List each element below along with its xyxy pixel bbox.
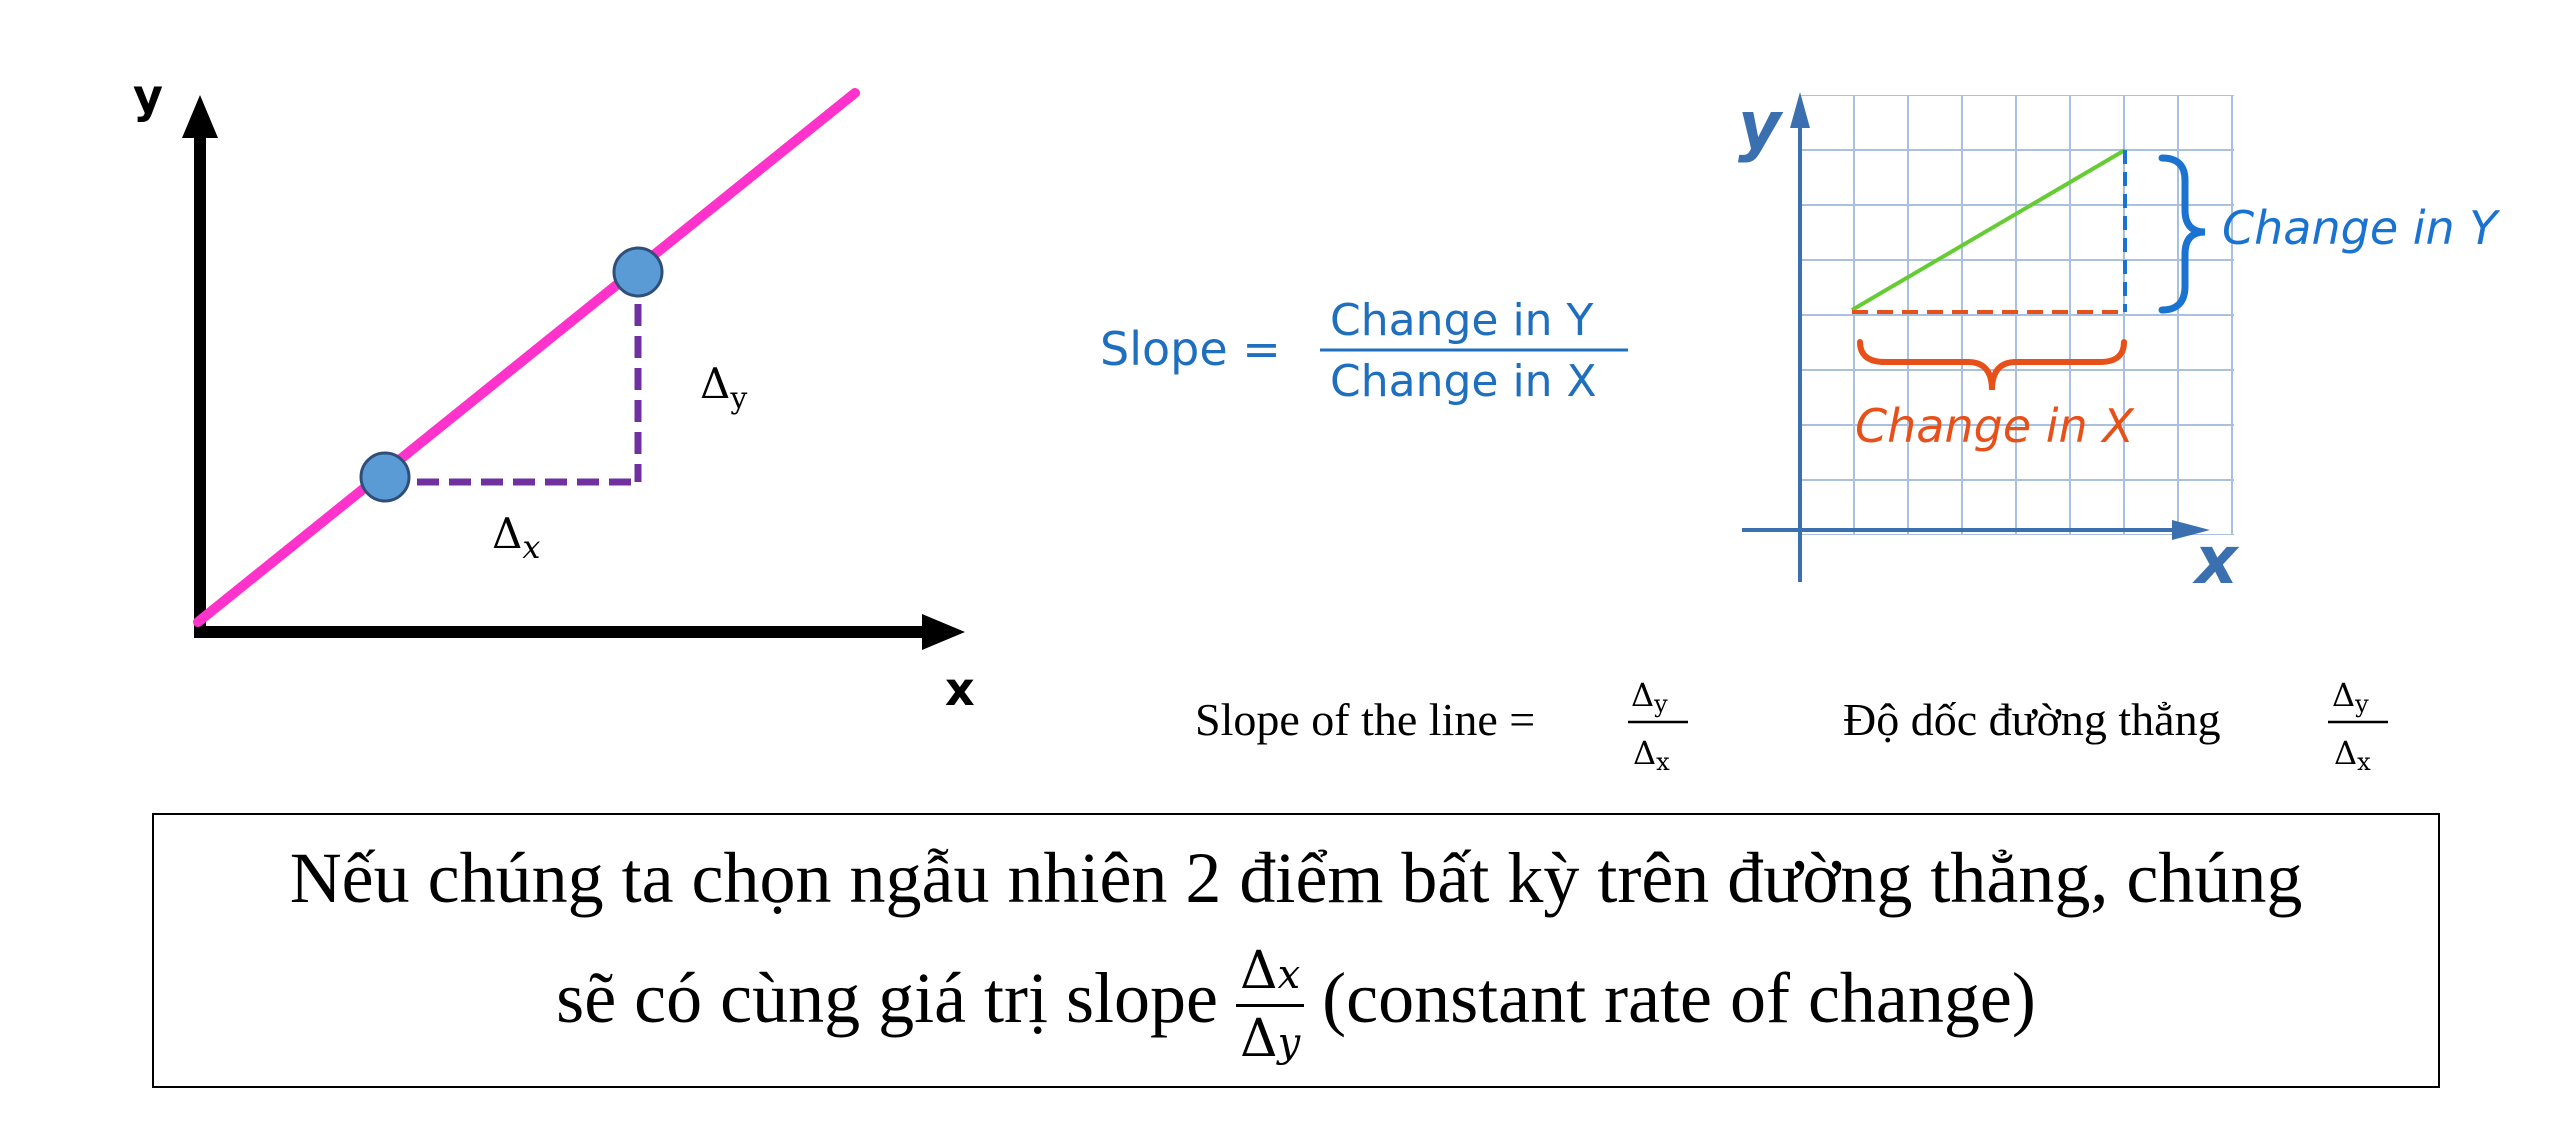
- delta-x-symbol: Δ: [492, 509, 522, 558]
- statement-line-1: Nếu chúng ta chọn ngẫu nhiên 2 điểm bất …: [289, 838, 2303, 918]
- statement-fraction-numerator: Δx: [1236, 945, 1305, 1007]
- statement-line-2: sẽ có cùng giá trị slope Δx Δy (constant…: [154, 945, 2438, 1066]
- vietnamese-num-sub: y: [2354, 690, 2369, 718]
- change-x-brace: [1857, 339, 2127, 391]
- point-lower: [359, 451, 411, 503]
- english-frac-denominator: Δx: [1633, 734, 1670, 776]
- statement-fraction-denominator: Δy: [1236, 1007, 1304, 1066]
- vietnamese-frac-numerator: Δy: [2332, 676, 2369, 718]
- left-y-axis-label: y: [133, 69, 163, 123]
- delta-y-symbol: Δ: [700, 359, 730, 408]
- statement-den-symbol: Δ: [1240, 1009, 1278, 1069]
- delta-x-label: Δx: [492, 509, 540, 566]
- vietnamese-equation-label: Độ dốc đường thẳng: [1843, 694, 2221, 745]
- formula-denominator: Change in X: [1330, 356, 1597, 407]
- english-den-symbol: Δ: [1633, 734, 1656, 772]
- left-graph: y x Δy Δx: [133, 69, 975, 716]
- english-equation-label: Slope of the line =: [1195, 694, 1535, 745]
- right-x-axis-arrowhead: [2172, 520, 2210, 540]
- statement-fraction: Δx Δy: [1236, 945, 1305, 1066]
- right-grid: [1800, 95, 2234, 535]
- statement-num-sub: x: [1277, 952, 1301, 998]
- statement-den-sub: y: [1277, 1020, 1301, 1066]
- vietnamese-equation: Độ dốc đường thẳng Δy Δx: [1843, 676, 2388, 776]
- vietnamese-frac-denominator: Δx: [2334, 734, 2371, 776]
- change-x-label: Change in X: [1855, 399, 2135, 453]
- formula-numerator: Change in Y: [1330, 295, 1594, 346]
- statement-line-2-after: (constant rate of change): [1322, 958, 2036, 1039]
- vietnamese-den-symbol: Δ: [2334, 734, 2357, 772]
- english-den-sub: x: [1656, 748, 1670, 776]
- point-upper: [612, 246, 664, 298]
- change-y-label: Change in Y: [2222, 201, 2501, 255]
- delta-y-subscript: y: [729, 381, 747, 416]
- right-y-axis-arrowhead: [1790, 92, 1810, 128]
- english-num-symbol: Δ: [1631, 676, 1654, 714]
- slope-formula: Slope = Change in Y Change in X: [1100, 295, 1628, 407]
- vietnamese-num-symbol: Δ: [2332, 676, 2355, 714]
- formula-lhs: Slope =: [1100, 322, 1281, 376]
- delta-x-subscript: x: [522, 528, 540, 566]
- statement-num-symbol: Δ: [1240, 941, 1278, 1001]
- english-frac-numerator: Δy: [1631, 676, 1668, 718]
- left-x-axis-label: x: [945, 662, 975, 716]
- change-y-brace: [2158, 154, 2206, 314]
- right-x-axis-label: x: [2192, 522, 2240, 599]
- left-y-axis-arrowhead: [182, 95, 218, 138]
- left-x-axis-arrowhead: [922, 614, 965, 650]
- vietnamese-den-sub: x: [2357, 748, 2371, 776]
- left-slope-line: [193, 88, 860, 627]
- right-y-axis-label: y: [1738, 87, 1784, 164]
- right-slope-line: [1850, 148, 2127, 312]
- statement-line-2-before: sẽ có cùng giá trị slope: [556, 958, 1218, 1039]
- delta-y-label: Δy: [700, 359, 747, 416]
- english-num-sub: y: [1653, 690, 1668, 718]
- english-equation: Slope of the line = Δy Δx: [1195, 676, 1688, 776]
- right-graph: y x Change in Y Change in X: [1738, 87, 2501, 599]
- statement-box: Nếu chúng ta chọn ngẫu nhiên 2 điểm bất …: [152, 813, 2440, 1088]
